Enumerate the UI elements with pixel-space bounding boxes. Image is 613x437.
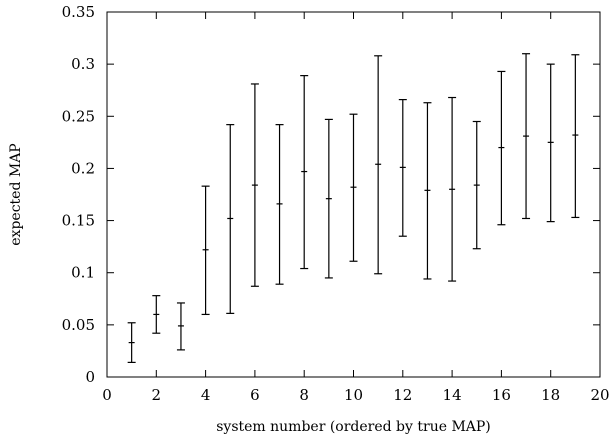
x-tick-label-10: 20: [590, 386, 609, 404]
y-tick-label-2: 0.1: [71, 264, 95, 282]
y-tick-label-0: 0: [85, 368, 95, 386]
y-tick-label-6: 0.3: [71, 55, 95, 73]
y-axis-label: expected MAP: [8, 143, 24, 245]
x-tick-label-5: 10: [344, 386, 363, 404]
x-tick-label-1: 2: [152, 386, 162, 404]
y-tick-label-5: 0.25: [62, 107, 95, 125]
x-tick-label-2: 4: [201, 386, 211, 404]
x-tick-label-3: 6: [250, 386, 260, 404]
y-tick-label-1: 0.05: [62, 316, 95, 334]
x-tick-label-6: 12: [393, 386, 412, 404]
x-tick-label-7: 14: [443, 386, 462, 404]
x-axis-label: system number (ordered by true MAP): [216, 419, 491, 435]
x-tick-label-0: 0: [102, 386, 112, 404]
x-tick-label-8: 16: [492, 386, 511, 404]
error-bar-19: [571, 54, 580, 219]
y-tick-label-4: 0.2: [71, 159, 95, 177]
x-tick-label-9: 18: [541, 386, 560, 404]
x-tick-label-4: 8: [299, 386, 309, 404]
y-tick-label-3: 0.15: [62, 212, 95, 230]
y-tick-label-7: 0.35: [62, 3, 95, 21]
